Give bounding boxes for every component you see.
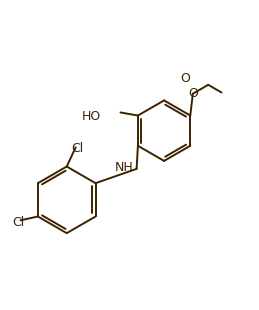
Text: O: O <box>181 72 190 85</box>
Text: Cl: Cl <box>13 216 25 229</box>
Text: NH: NH <box>114 161 133 174</box>
Text: O: O <box>188 87 198 100</box>
Text: HO: HO <box>82 110 101 123</box>
Text: Cl: Cl <box>71 142 83 155</box>
